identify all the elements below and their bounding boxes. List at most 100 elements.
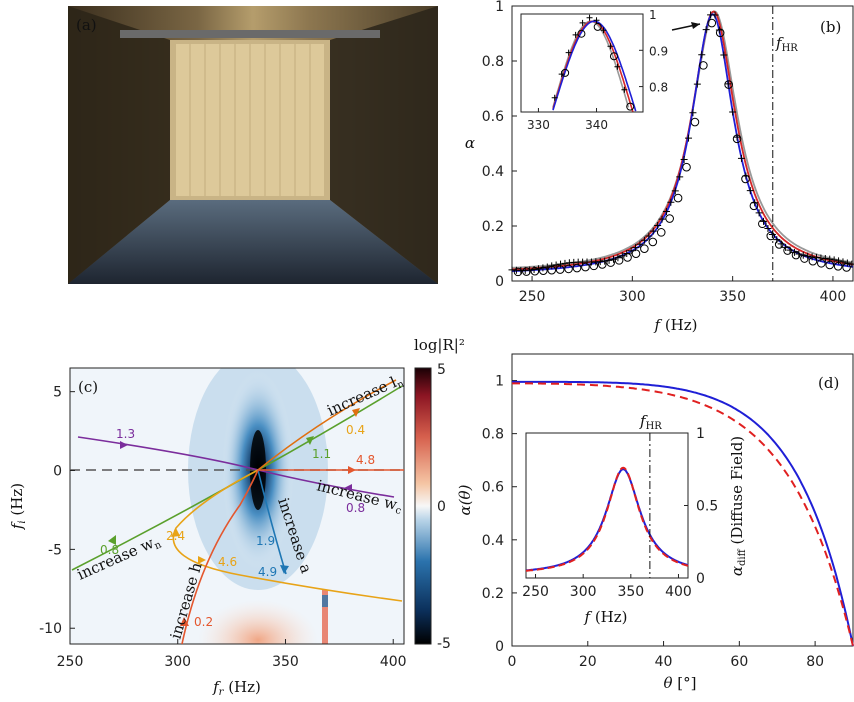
b-plus-marker bbox=[636, 240, 644, 248]
b-plus-marker bbox=[676, 173, 684, 181]
b-circle-marker bbox=[842, 263, 851, 272]
b-plus-marker bbox=[737, 154, 745, 162]
b-plus-marker bbox=[552, 261, 560, 269]
inset-d-ylabel: αdiff (Diffuse Field) bbox=[728, 436, 748, 576]
bi-plus-marker bbox=[593, 17, 600, 24]
b-circle-marker bbox=[631, 249, 641, 259]
num-0-8-wn: 0.8 bbox=[100, 543, 119, 557]
b-circle-marker bbox=[581, 262, 590, 272]
b-ytick-label: 0.8 bbox=[482, 54, 504, 70]
num-4-6: 4.6 bbox=[218, 555, 237, 569]
panel-c-label: (c) bbox=[78, 378, 98, 396]
b-plus-marker bbox=[605, 256, 613, 264]
panel-c-colorbar-label: log|R|² bbox=[414, 336, 465, 354]
d-series-dashed bbox=[512, 382, 854, 647]
d-xtick-label: 40 bbox=[655, 654, 673, 670]
b-circle-marker bbox=[741, 174, 750, 184]
num-4-8: 4.8 bbox=[356, 453, 375, 467]
bi-plus-marker bbox=[579, 19, 586, 26]
b-circle-marker bbox=[682, 162, 691, 172]
panel-c-frame bbox=[69, 367, 405, 645]
panel-b-arrowhead bbox=[691, 22, 700, 29]
bi-plus-marker bbox=[600, 27, 607, 34]
di-series-dashed bbox=[526, 466, 689, 572]
b-circle-marker bbox=[606, 258, 615, 267]
panel-d-label: (d) bbox=[818, 374, 839, 392]
b-circle-marker bbox=[555, 265, 565, 274]
num-0-2: 0.2 bbox=[194, 615, 213, 629]
b-plus-marker bbox=[720, 51, 728, 59]
b-circle-marker bbox=[522, 267, 531, 276]
di-ytick-label: 0.5 bbox=[696, 499, 718, 515]
traj-h bbox=[172, 469, 403, 602]
b-ytick-label: 0.6 bbox=[482, 109, 504, 125]
b-plus-marker bbox=[561, 259, 569, 267]
b-plus-marker bbox=[654, 222, 662, 230]
b-xtick-label: 400 bbox=[820, 289, 847, 305]
b-plus-marker bbox=[662, 207, 670, 215]
b-circle-marker bbox=[766, 231, 776, 241]
panel-b: 250 300 350 400 0 0.2 0.4 0.6 0.8 1 fHR (b) f (Hz… bbox=[465, 0, 854, 334]
b-plus-marker bbox=[729, 108, 737, 116]
panel-b-xlabel: f (Hz) bbox=[653, 316, 697, 334]
b-plus-marker bbox=[680, 155, 688, 163]
traj-red bbox=[181, 469, 259, 645]
bi-plus-marker bbox=[551, 94, 558, 101]
bi-plus-marker bbox=[621, 86, 628, 93]
di-ytick-label: 0 bbox=[696, 571, 705, 587]
b-circle-marker bbox=[648, 237, 658, 247]
b-plus-marker bbox=[724, 80, 732, 88]
b-circle-marker bbox=[732, 134, 742, 144]
b-plus-marker bbox=[764, 225, 772, 233]
panel-b-ylabel: α bbox=[465, 134, 475, 152]
b-circle-marker bbox=[699, 61, 708, 70]
b-ytick-label: 0.2 bbox=[482, 219, 504, 235]
num-4-9: 4.9 bbox=[258, 565, 277, 579]
traj-a bbox=[257, 469, 287, 575]
b-circle-marker bbox=[833, 262, 843, 271]
num-2-4: 2.4 bbox=[166, 529, 185, 543]
inset-d-xlabel: f (Hz) bbox=[583, 608, 627, 626]
panel-b-fhr-label: fHR bbox=[775, 34, 798, 54]
b-plus-marker bbox=[773, 236, 781, 244]
b-circle-marker bbox=[774, 240, 784, 249]
b-plus-marker bbox=[795, 250, 803, 258]
b-circle-marker bbox=[707, 18, 717, 28]
b-circle-marker bbox=[564, 264, 573, 274]
panel-d-frame bbox=[511, 353, 854, 647]
b-plus-marker bbox=[746, 187, 754, 195]
inset-d-fhr-label: fHR bbox=[639, 412, 662, 432]
b-circle-marker bbox=[538, 266, 548, 276]
b-plus-marker bbox=[693, 80, 701, 88]
d-xtick-label: 80 bbox=[806, 654, 824, 670]
b-plus-marker bbox=[848, 260, 854, 268]
panel-c-ylabel: fi (Hz) bbox=[8, 483, 28, 530]
num-1-1: 1.1 bbox=[312, 447, 331, 461]
b-plus-marker bbox=[614, 254, 622, 262]
b-circle-marker bbox=[530, 266, 540, 276]
num-0-8-wc: 0.8 bbox=[346, 501, 365, 515]
b-xtick-label: 350 bbox=[719, 289, 746, 305]
d-xtick-label: 60 bbox=[730, 654, 748, 670]
b-plus-marker bbox=[821, 254, 829, 262]
di-xtick-label: 400 bbox=[665, 584, 692, 600]
b-plus-marker bbox=[702, 26, 710, 34]
panel-c-trajectories bbox=[71, 379, 404, 645]
b-plus-marker bbox=[667, 198, 675, 206]
b-circle-marker bbox=[665, 214, 674, 223]
bi-circle-marker bbox=[626, 102, 635, 111]
c-ytick-label: -5 bbox=[48, 542, 62, 558]
b-plus-marker bbox=[649, 227, 657, 235]
di-ytick-label: 1 bbox=[696, 426, 705, 442]
b-plus-marker bbox=[640, 236, 648, 244]
bi-circle-marker bbox=[593, 22, 602, 31]
b-plus-marker bbox=[839, 258, 847, 266]
d-ytick-label: 0.6 bbox=[482, 480, 504, 496]
b-circle-marker bbox=[825, 260, 835, 270]
c-xtick-label: 250 bbox=[57, 654, 84, 670]
b-circle-marker bbox=[758, 219, 767, 229]
b-ytick-label: 0 bbox=[495, 274, 504, 290]
b-ytick-label: 1 bbox=[495, 0, 504, 15]
